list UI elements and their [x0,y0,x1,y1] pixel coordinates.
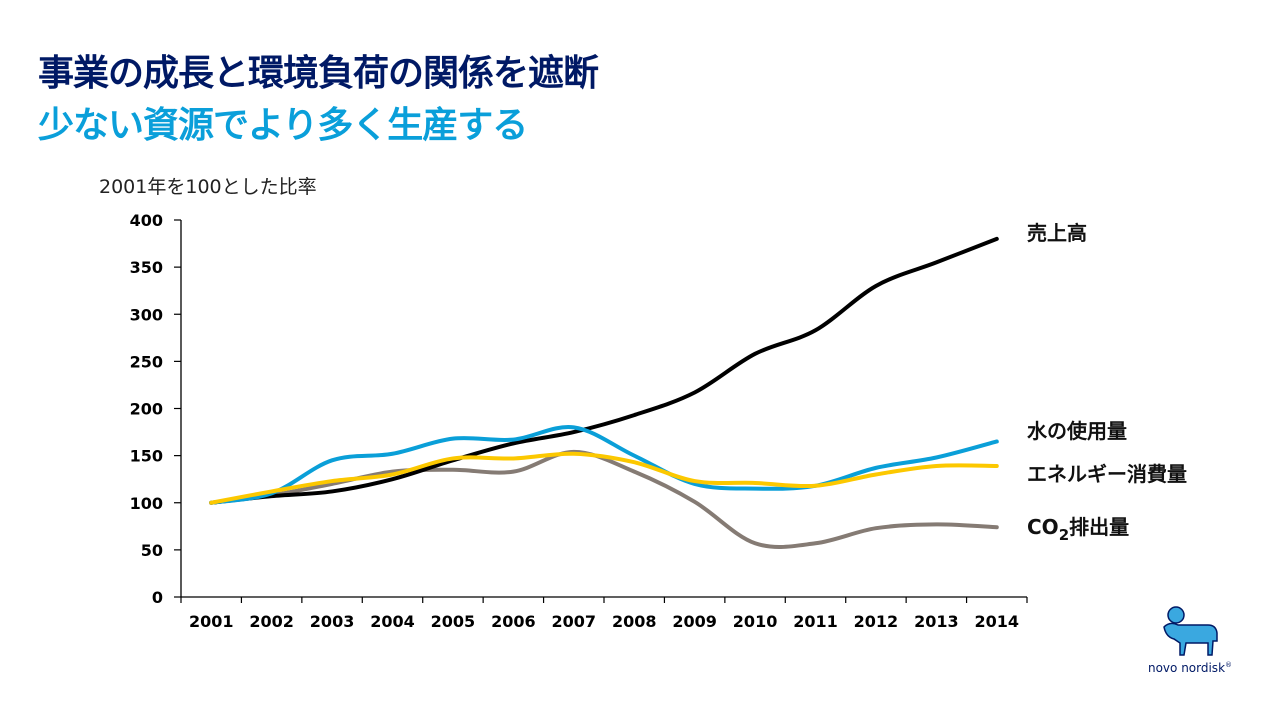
x-tick-label: 2013 [914,612,959,631]
y-tick-label: 0 [152,588,163,607]
y-tick-label: 100 [130,494,163,513]
page-title: 事業の成長と環境負荷の関係を遮断 [38,53,599,94]
y-tick-label: 250 [130,352,163,371]
y-tick-label: 350 [130,258,163,277]
series-line-1 [209,425,999,505]
series-label: CO2排出量 [1027,515,1129,544]
novo-nordisk-logo: novo nordisk® [1140,605,1240,675]
y-tick-label: 300 [130,305,163,324]
x-tick-label: 2003 [310,612,355,631]
series-line-0 [209,236,999,505]
y-tick-label: 400 [130,211,163,230]
x-tick-label: 2014 [975,612,1020,631]
x-tick-label: 2006 [491,612,536,631]
series-label: 売上高 [1027,221,1087,245]
x-tick-label: 2010 [733,612,778,631]
y-tick-label: 150 [130,447,163,466]
x-tick-label: 2004 [370,612,415,631]
y-tick-label: 200 [130,400,163,419]
series-lines [209,236,999,549]
x-tick-label: 2007 [552,612,597,631]
y-tick-label: 50 [141,541,163,560]
axes: 0 50 100 150 200 250 300 350 400 2001 2002 2003 2004… [130,211,1028,631]
x-tick-label: 2002 [249,612,294,631]
x-tick-label: 2005 [431,612,476,631]
series-label: エネルギー消費量 [1027,462,1187,486]
x-tick-label: 2001 [189,612,234,631]
page-subtitle: 少ない資源でより多く生産する [38,105,528,146]
x-tick-label: 2012 [854,612,899,631]
logo-text: novo nordisk® [1147,661,1233,675]
series-label: 水の使用量 [1027,419,1127,443]
y-axis-label: 2001年を100とした比率 [99,176,317,198]
x-tick-label: 2011 [793,612,838,631]
series-line-2 [209,451,999,505]
x-tick-label: 2008 [612,612,657,631]
apis-bull-icon [1163,606,1218,656]
x-tick-label: 2009 [672,612,717,631]
